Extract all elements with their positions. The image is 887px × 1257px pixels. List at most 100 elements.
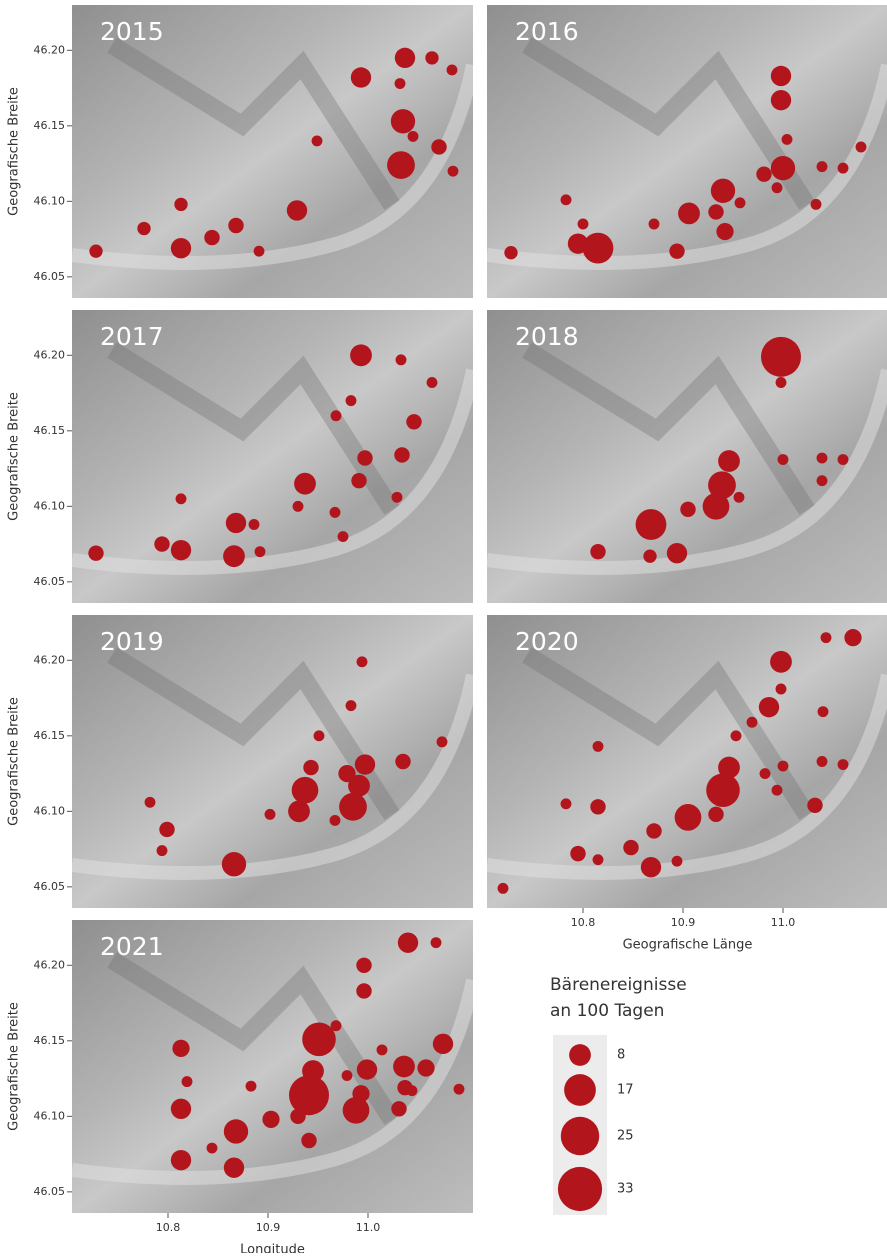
bubble [778,454,789,465]
panel-year: 2016 [515,17,579,46]
bubble [838,454,849,465]
y-tick-label: 46.20 [34,958,66,971]
page: 201546.0546.1046.1546.20Geografische Bre… [0,0,887,1257]
x-tick-label: 11.0 [356,1221,381,1234]
bubble [756,166,771,181]
bubble [348,775,370,797]
bubble [249,519,260,530]
bubble [293,501,304,512]
panel-year: 2018 [515,322,579,351]
bubble [223,545,245,567]
bubble [561,798,572,809]
bubble [287,200,307,220]
panel: 202010.810.911.0Geografische Länge [487,615,887,953]
x-tick-label: 11.0 [771,916,796,929]
bubble [735,197,746,208]
y-tick-label: 46.20 [34,43,66,56]
bubble [646,823,661,838]
bubble [176,493,187,504]
bubble [425,51,438,64]
y-tick-label: 46.10 [34,499,66,512]
legend-label: 25 [617,1129,634,1144]
panel: 2018 [487,310,887,603]
bubble [172,1040,189,1057]
x-tick-label: 10.9 [671,916,696,929]
bubble [339,793,367,821]
bubble [331,1020,342,1031]
panel: 201746.0546.1046.1546.20Geografische Bre… [7,310,474,603]
bubble [406,414,421,429]
bubble [817,161,828,172]
bubble [391,1101,406,1116]
bubble [734,492,745,503]
bubble [711,179,735,203]
bubble [226,513,246,533]
y-tick-label: 46.15 [34,729,66,742]
bubble [301,1133,316,1148]
bubble [171,1150,191,1170]
x-tick-label: 10.8 [571,916,596,929]
panel: 2016 [487,5,887,298]
y-tick-label: 46.05 [34,1185,66,1198]
legend-label: 17 [617,1083,634,1098]
bubble [303,760,318,775]
bubble [708,471,736,499]
bubble [350,344,372,366]
bubble [357,450,372,465]
bubble [636,509,667,540]
panel: 201546.0546.1046.1546.20Geografische Bre… [7,5,474,298]
bubble [351,67,371,87]
x-tick-label: 10.9 [256,1221,281,1234]
bubble [356,958,371,973]
bubble [224,1158,244,1178]
bubble [771,66,791,86]
bubble [288,800,310,822]
bubble [265,809,276,820]
bubble [778,761,789,772]
panel-year: 2019 [100,627,164,656]
legend: Bärenereignissean 100 Tagen8172533 [550,975,687,1215]
bubble [667,543,687,563]
legend-title: Bärenereignisse [550,975,687,995]
bubble [504,246,517,259]
bubble [431,139,446,154]
bubble [352,1085,369,1102]
bubble [408,131,419,142]
bubble [346,395,357,406]
bubble [228,218,243,233]
bubble [772,785,783,796]
bubble [255,546,266,557]
bubble [818,706,829,717]
bubble [817,756,828,767]
bubble [246,1081,257,1092]
bubble [171,1099,191,1119]
panel-year: 2015 [100,17,164,46]
bubble [675,804,702,831]
bubble [204,230,219,245]
legend-bubble [569,1044,591,1066]
bubble [292,777,319,804]
bubble [377,1044,388,1055]
bubble [844,629,861,646]
bubble [154,536,169,551]
bubble [583,233,614,264]
x-axis-label: Geografische Länge [623,938,753,953]
bubble [137,222,150,235]
bubble [338,531,349,542]
bubble [171,238,191,258]
bubble [395,48,415,68]
bubble [498,883,509,894]
bubble [395,78,406,89]
bubble [174,198,187,211]
y-tick-label: 46.10 [34,194,66,207]
bubble [623,840,638,855]
bubble [838,163,849,174]
bubble [761,337,801,377]
bubble [391,109,415,133]
bubble [454,1084,465,1095]
panel-year: 2021 [100,932,164,961]
y-tick-label: 46.10 [34,804,66,817]
bubble [807,798,822,813]
bubble [718,757,740,779]
bubble [357,656,368,667]
